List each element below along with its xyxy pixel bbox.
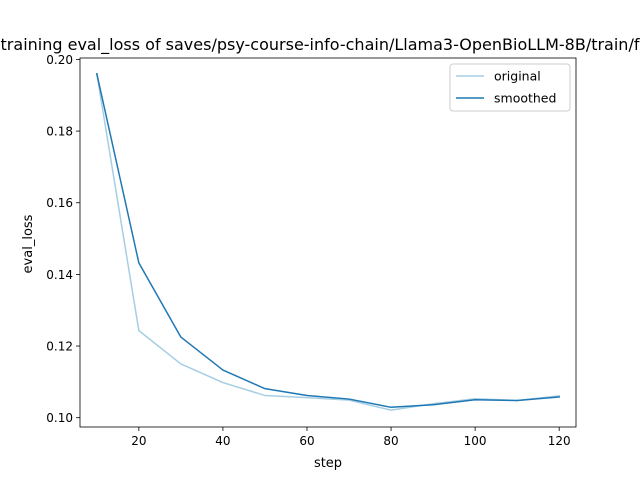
plot-lines (95, 72, 561, 411)
y-tick-label: 0.12 (46, 340, 73, 354)
x-axis: 20 40 60 80 100 120 (131, 427, 571, 448)
x-axis-label: step (314, 456, 342, 471)
series-line-original (95, 72, 561, 411)
legend-label-original: original (494, 69, 541, 84)
x-tick-label: 80 (383, 434, 398, 448)
legend-label-smoothed: smoothed (494, 91, 556, 106)
legend: original smoothed (449, 63, 571, 112)
y-axis: 0.10 0.12 0.14 0.16 0.18 0.20 (46, 53, 80, 425)
x-tick-label: 40 (215, 434, 230, 448)
y-axis-label: eval_loss (21, 214, 36, 273)
axes-border (79, 57, 577, 428)
x-tick-label: 60 (299, 434, 314, 448)
axes-frame (79, 57, 577, 428)
series-line-smoothed (95, 72, 561, 409)
x-tick-label: 120 (548, 434, 571, 448)
y-tick-label: 0.14 (46, 268, 73, 282)
y-tick-label: 0.20 (46, 53, 73, 67)
chart-title: training eval_loss of saves/psy-course-i… (1, 35, 640, 55)
x-tick-label: 20 (131, 434, 146, 448)
x-tick-label: 100 (464, 434, 487, 448)
y-tick-label: 0.16 (46, 196, 73, 210)
y-tick-label: 0.18 (46, 125, 73, 139)
y-tick-label: 0.10 (46, 411, 73, 425)
